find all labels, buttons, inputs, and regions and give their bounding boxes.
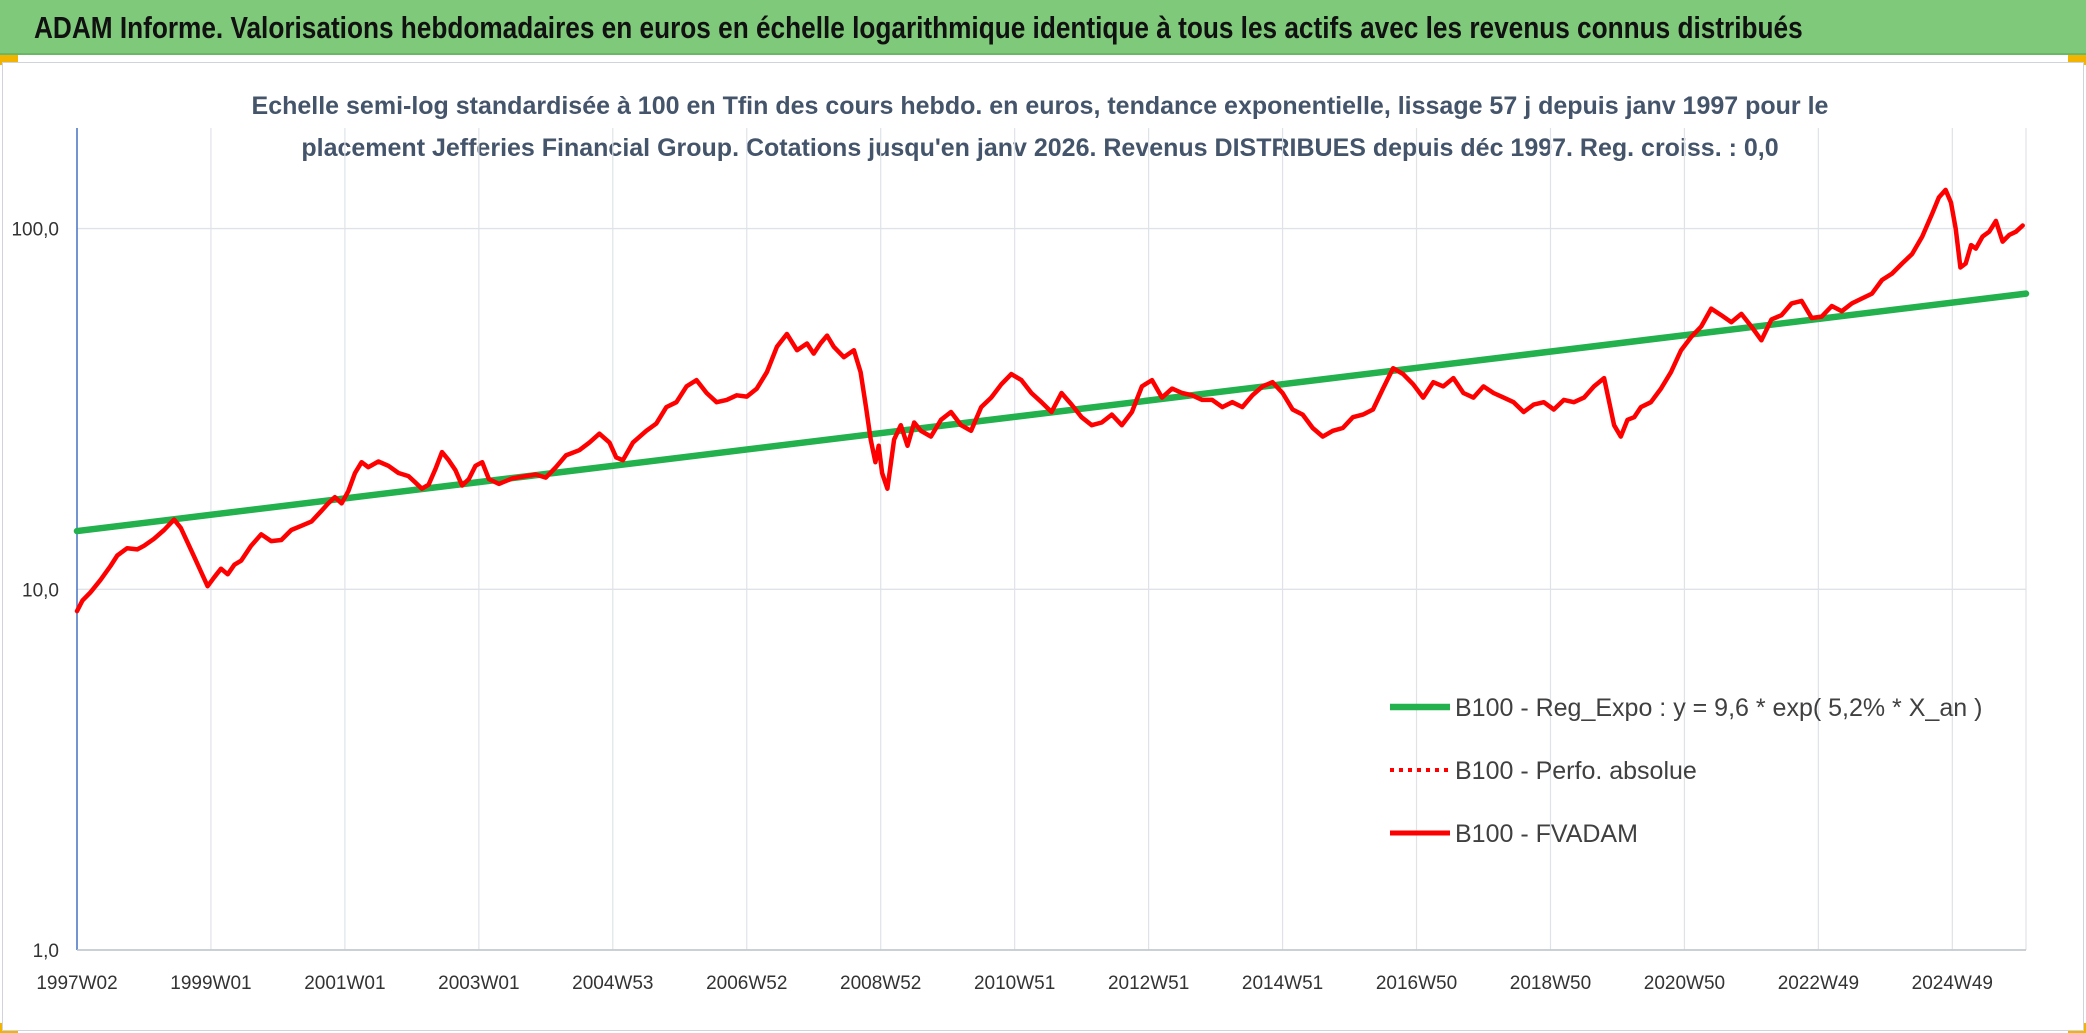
- axes: [76, 128, 2026, 951]
- legend-label: B100 - FVADAM: [1455, 820, 1638, 848]
- x-tick-label: 2006W52: [706, 973, 787, 994]
- legend-label: B100 - Perfo. absolue: [1455, 757, 1697, 785]
- chart-title-line-1: Echelle semi-log standardisée à 100 en T…: [251, 92, 1829, 120]
- x-axis-ticks: 1997W02 1999W01 2001W01 2003W01 2004W53 2006W…: [36, 973, 1993, 994]
- series-line-fvadam: [74, 187, 2025, 614]
- x-tick-label: 2018W50: [1510, 973, 1591, 994]
- y-tick-label: 1,0: [33, 941, 59, 962]
- legend: B100 - Reg_Expo : y = 9,6 * exp( 5,2% * …: [1390, 694, 1982, 848]
- x-tick-label: 2004W53: [572, 973, 653, 994]
- x-tick-label: 2003W01: [438, 973, 519, 994]
- x-tick-label: 1997W02: [36, 973, 117, 994]
- x-tick-label: 2016W50: [1376, 973, 1457, 994]
- x-tick-label: 2022W49: [1778, 973, 1859, 994]
- x-tick-label: 2010W51: [974, 973, 1055, 994]
- corner-marker-top-left: [0, 55, 18, 65]
- y-axis-ticks: 1,0 10,0 100,0: [11, 220, 59, 962]
- gridlines: [77, 128, 2027, 951]
- x-tick-label: 2012W51: [1108, 973, 1189, 994]
- x-tick-label: 1999W01: [170, 973, 251, 994]
- x-tick-label: 2014W51: [1242, 973, 1323, 994]
- report-title: ADAM Informe. Valorisations hebdomadaire…: [34, 10, 1803, 45]
- report-banner: ADAM Informe. Valorisations hebdomadaire…: [0, 0, 2086, 55]
- y-tick-label: 10,0: [22, 580, 59, 601]
- x-tick-label: 2001W01: [304, 973, 385, 994]
- series-lines: [73, 187, 2030, 614]
- corner-marker-top-right: [2068, 55, 2086, 65]
- x-tick-label: 2008W52: [840, 973, 921, 994]
- legend-label: B100 - Reg_Expo : y = 9,6 * exp( 5,2% * …: [1455, 694, 1982, 722]
- x-tick-label: 2024W49: [1912, 973, 1993, 994]
- y-tick-label: 100,0: [11, 220, 59, 241]
- chart-title-line-2: placement Jefferies Financial Group. Cot…: [301, 134, 1779, 162]
- chart-area: [2, 62, 2084, 1031]
- x-tick-label: 2020W50: [1644, 973, 1725, 994]
